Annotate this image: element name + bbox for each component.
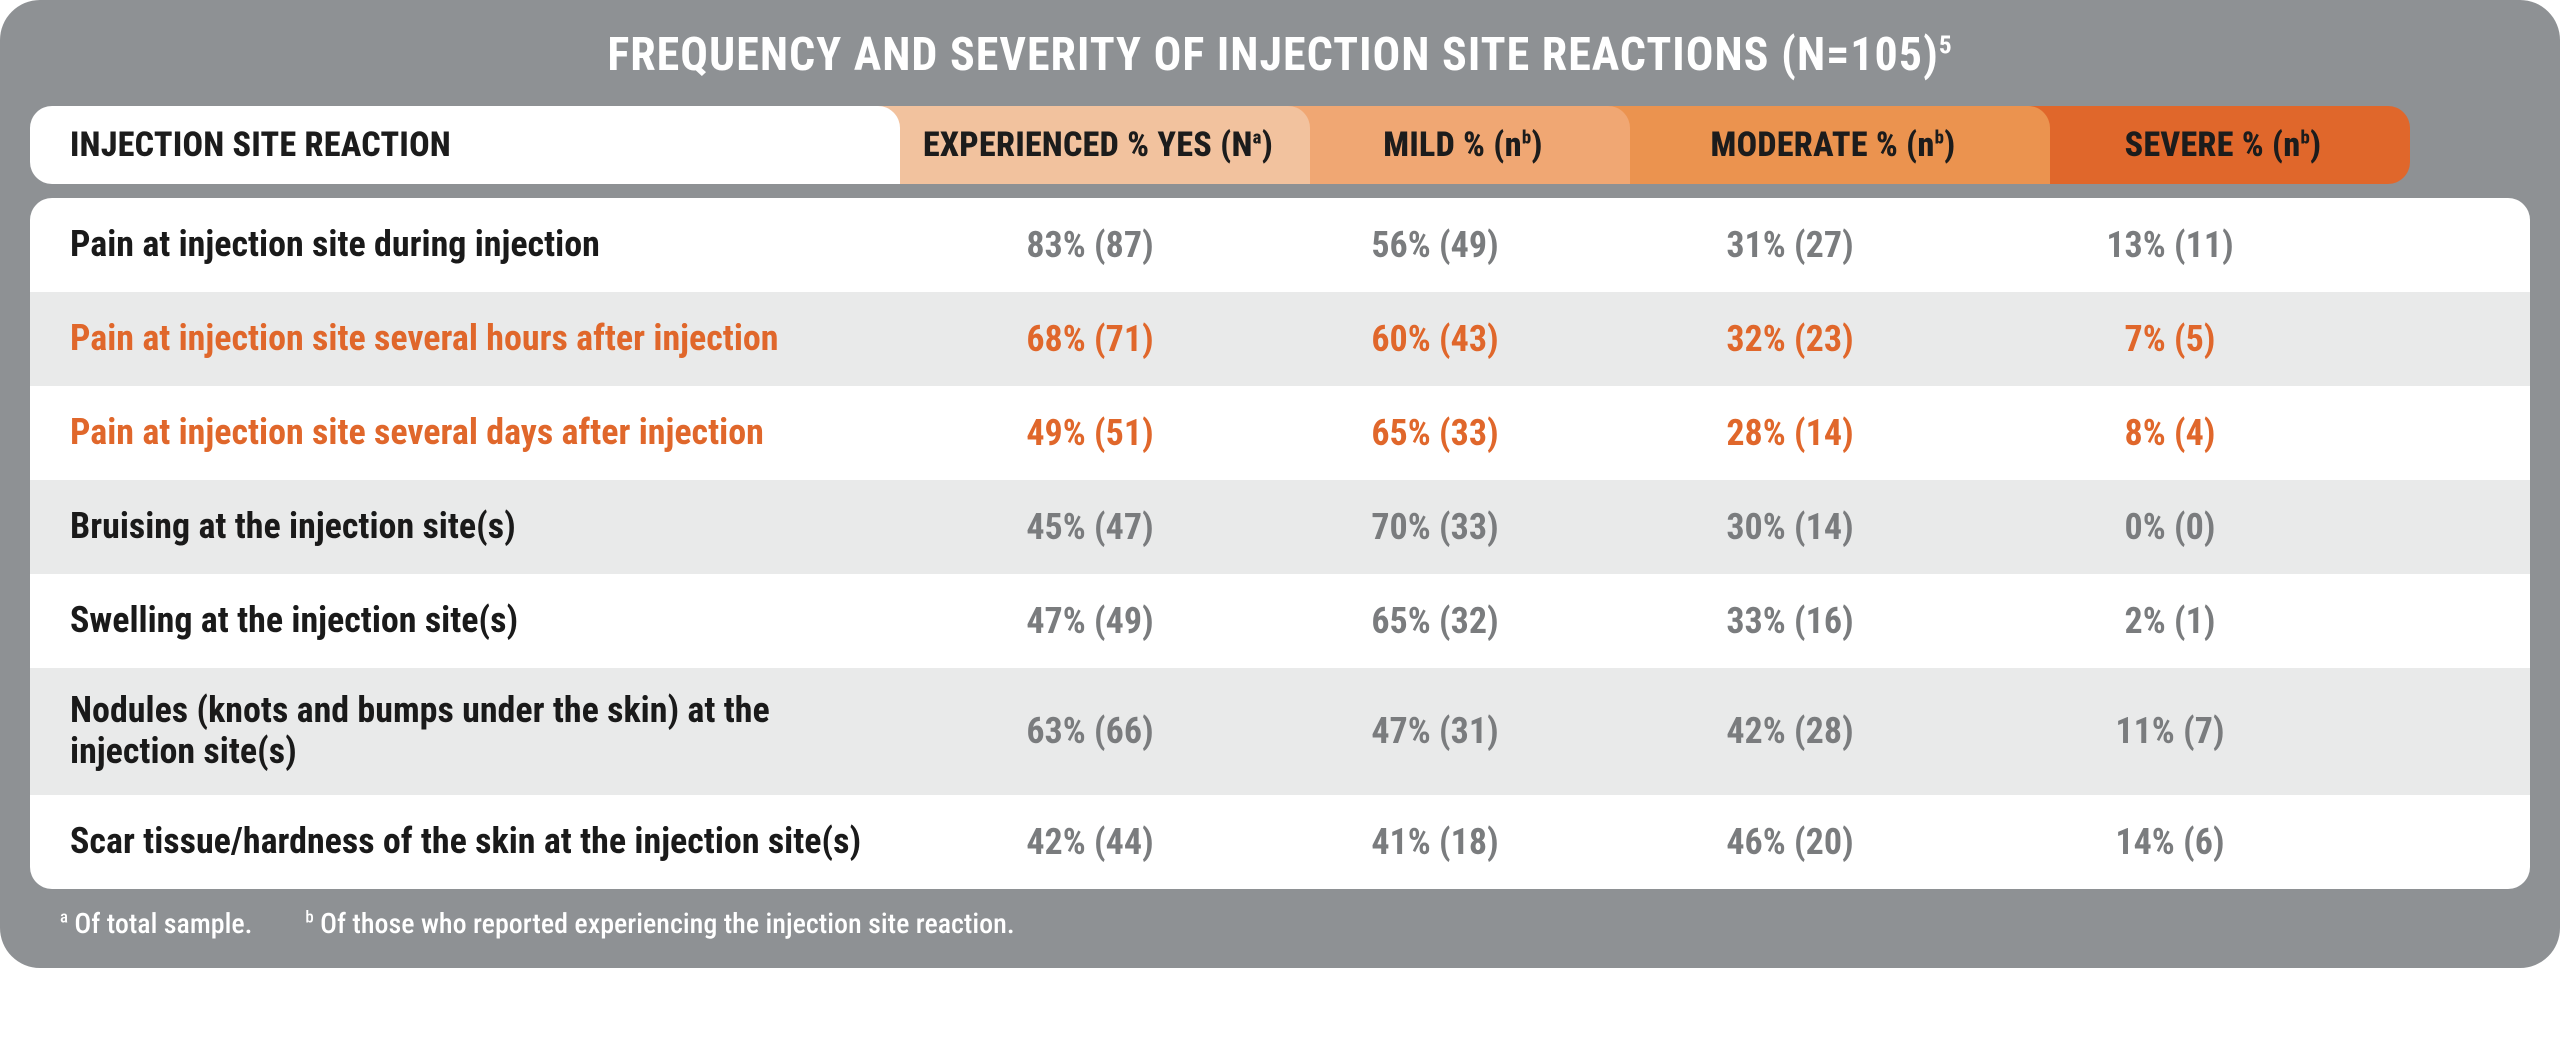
cell-reaction-label: Pain at injection site several hours aft… xyxy=(30,318,900,359)
header-experienced-post: ) xyxy=(1262,125,1273,165)
header-moderate-pre: MODERATE % (n xyxy=(1711,125,1935,165)
data-rows: Pain at injection site during injection8… xyxy=(30,198,2530,889)
table-row: Pain at injection site several hours aft… xyxy=(30,292,2530,386)
cell-moderate: 28% (14) xyxy=(1590,412,1990,454)
cell-moderate: 33% (16) xyxy=(1590,600,1990,642)
cell-severe: 0% (0) xyxy=(1990,506,2350,548)
header-mild-post: ) xyxy=(1531,125,1542,165)
cell-moderate: 31% (27) xyxy=(1590,224,1990,266)
cell-experienced: 49% (51) xyxy=(900,412,1280,454)
cell-mild: 60% (43) xyxy=(1280,318,1590,360)
cell-reaction-label: Swelling at the injection site(s) xyxy=(30,600,900,641)
column-headers: INJECTION SITE REACTION EXPERIENCED % YE… xyxy=(0,106,2560,184)
cell-moderate: 30% (14) xyxy=(1590,506,1990,548)
header-reaction: INJECTION SITE REACTION xyxy=(30,106,900,184)
cell-reaction-label: Nodules (knots and bumps under the skin)… xyxy=(30,690,900,773)
cell-mild: 47% (31) xyxy=(1280,710,1590,752)
cell-mild: 56% (49) xyxy=(1280,224,1590,266)
cell-moderate: 46% (20) xyxy=(1590,821,1990,863)
cell-reaction-label: Pain at injection site several days afte… xyxy=(30,412,900,453)
header-severe-sup: b xyxy=(2300,127,2310,149)
cell-experienced: 83% (87) xyxy=(900,224,1280,266)
footnote-b-text: Of those who reported experiencing the i… xyxy=(314,907,1015,940)
cell-experienced: 45% (47) xyxy=(900,506,1280,548)
header-moderate: MODERATE % (nb) xyxy=(1606,106,2050,184)
cell-mild: 41% (18) xyxy=(1280,821,1590,863)
cell-moderate: 42% (28) xyxy=(1590,710,1990,752)
header-severe-post: ) xyxy=(2310,125,2321,165)
cell-severe: 7% (5) xyxy=(1990,318,2350,360)
cell-reaction-label: Bruising at the injection site(s) xyxy=(30,506,900,547)
footnote-b-sup: b xyxy=(305,907,313,927)
footnotes: a Of total sample. b Of those who report… xyxy=(0,889,2560,948)
header-experienced-pre: EXPERIENCED % YES (N xyxy=(923,125,1253,165)
header-experienced-sup: a xyxy=(1253,127,1262,149)
cell-experienced: 68% (71) xyxy=(900,318,1280,360)
table-row: Pain at injection site during injection8… xyxy=(30,198,2530,292)
card-title: FREQUENCY AND SEVERITY OF INJECTION SITE… xyxy=(0,0,2560,106)
cell-severe: 14% (6) xyxy=(1990,821,2350,863)
cell-experienced: 63% (66) xyxy=(900,710,1280,752)
cell-moderate: 32% (23) xyxy=(1590,318,1990,360)
cell-experienced: 42% (44) xyxy=(900,821,1280,863)
header-mild-pre: MILD % (n xyxy=(1383,125,1522,165)
table-row: Swelling at the injection site(s)47% (49… xyxy=(30,574,2530,668)
header-moderate-sup: b xyxy=(1935,127,1945,149)
cell-severe: 2% (1) xyxy=(1990,600,2350,642)
cell-severe: 8% (4) xyxy=(1990,412,2350,454)
cell-experienced: 47% (49) xyxy=(900,600,1280,642)
injection-reactions-card: FREQUENCY AND SEVERITY OF INJECTION SITE… xyxy=(0,0,2560,968)
cell-severe: 11% (7) xyxy=(1990,710,2350,752)
cell-reaction-label: Scar tissue/hardness of the skin at the … xyxy=(30,821,900,862)
header-severe-pre: SEVERE % (n xyxy=(2125,125,2301,165)
header-experienced: EXPERIENCED % YES (Na) xyxy=(876,106,1310,184)
cell-mild: 70% (33) xyxy=(1280,506,1590,548)
title-ref: 5 xyxy=(1939,32,1953,61)
header-mild: MILD % (nb) xyxy=(1286,106,1630,184)
table-row: Nodules (knots and bumps under the skin)… xyxy=(30,668,2530,795)
footnote-a-sup: a xyxy=(60,907,68,927)
header-severe: SEVERE % (nb) xyxy=(2026,106,2410,184)
header-mild-sup: b xyxy=(1522,127,1532,149)
table-row: Bruising at the injection site(s)45% (47… xyxy=(30,480,2530,574)
table-row: Pain at injection site several days afte… xyxy=(30,386,2530,480)
title-text: FREQUENCY AND SEVERITY OF INJECTION SITE… xyxy=(607,28,1939,82)
cell-mild: 65% (32) xyxy=(1280,600,1590,642)
cell-reaction-label: Pain at injection site during injection xyxy=(30,224,900,265)
cell-mild: 65% (33) xyxy=(1280,412,1590,454)
cell-severe: 13% (11) xyxy=(1990,224,2350,266)
header-moderate-post: ) xyxy=(1944,125,1955,165)
header-reaction-label: INJECTION SITE REACTION xyxy=(70,125,451,165)
table-row: Scar tissue/hardness of the skin at the … xyxy=(30,795,2530,889)
footnote-a-text: Of total sample. xyxy=(68,907,252,940)
